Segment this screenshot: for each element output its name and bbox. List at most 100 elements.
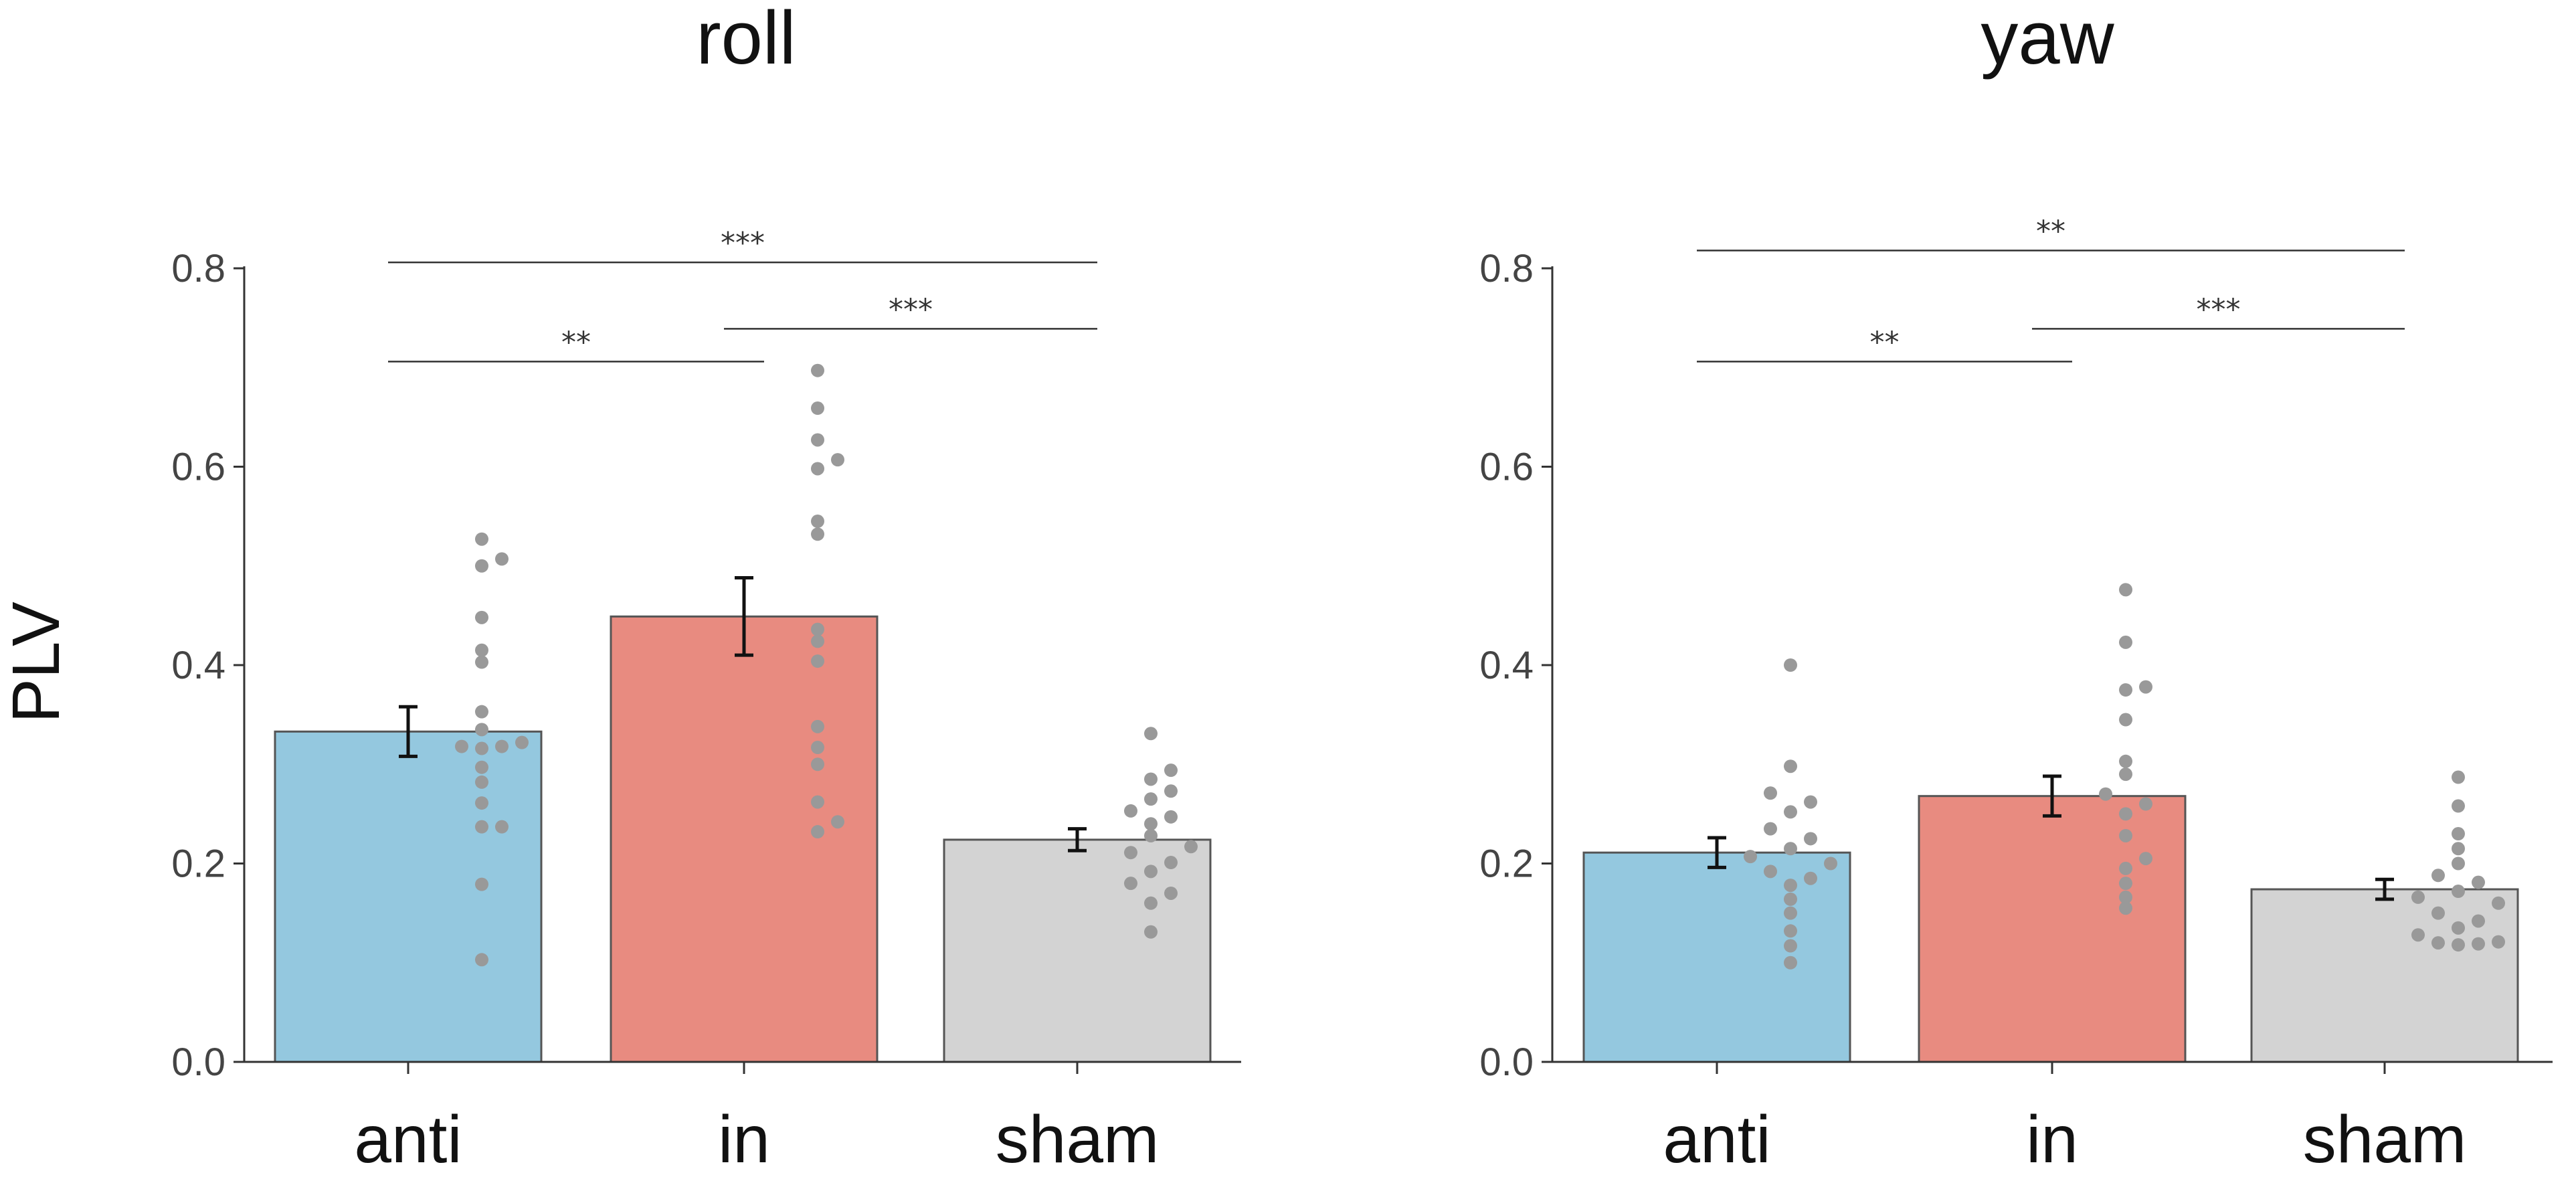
data-point-sham bbox=[1144, 925, 1158, 939]
data-point-anti bbox=[475, 723, 488, 737]
data-point-anti bbox=[1804, 832, 1817, 846]
data-point-sham bbox=[2431, 936, 2445, 950]
data-point-anti bbox=[475, 877, 488, 891]
data-point-anti bbox=[495, 552, 509, 566]
data-point-anti bbox=[475, 559, 488, 573]
data-point-anti bbox=[1784, 939, 1797, 953]
data-point-sham bbox=[1184, 840, 1198, 854]
y-tick-label: 0.0 bbox=[171, 1040, 225, 1084]
data-point-in bbox=[811, 401, 824, 416]
data-point-sham bbox=[1144, 727, 1158, 741]
data-point-anti bbox=[495, 739, 509, 753]
data-point-in bbox=[811, 515, 824, 529]
data-point-sham bbox=[1144, 864, 1158, 879]
significance-label: *** bbox=[721, 226, 765, 260]
x-tick-label-anti: anti bbox=[354, 1102, 462, 1177]
data-point-anti bbox=[475, 760, 488, 774]
data-point-in bbox=[831, 453, 844, 467]
data-point-sham bbox=[2472, 875, 2485, 889]
data-point-anti bbox=[475, 741, 488, 755]
data-point-sham bbox=[1144, 828, 1158, 842]
data-point-sham bbox=[2472, 914, 2485, 928]
data-point-sham bbox=[1144, 772, 1158, 786]
data-point-anti bbox=[455, 739, 468, 753]
data-point-in bbox=[2119, 683, 2132, 697]
data-point-anti bbox=[1784, 759, 1797, 774]
data-point-in bbox=[2119, 807, 2132, 821]
data-point-anti bbox=[475, 532, 488, 546]
data-point-sham bbox=[1124, 804, 1137, 818]
bar-in bbox=[1918, 795, 2187, 1063]
data-point-in bbox=[811, 527, 824, 541]
data-point-in bbox=[2119, 754, 2132, 768]
data-point-sham bbox=[1144, 817, 1158, 831]
x-tick-label-in: in bbox=[718, 1102, 770, 1177]
data-point-sham bbox=[2452, 842, 2465, 856]
data-point-sham bbox=[1124, 877, 1137, 891]
data-point-in bbox=[2119, 828, 2132, 842]
data-point-in bbox=[2119, 635, 2132, 649]
data-point-anti bbox=[1784, 892, 1797, 906]
data-point-anti bbox=[475, 610, 488, 624]
data-point-in bbox=[811, 622, 824, 636]
significance-label: ** bbox=[561, 325, 591, 359]
data-point-anti bbox=[475, 655, 488, 669]
y-tick-label: 0.4 bbox=[171, 644, 225, 687]
data-point-anti bbox=[495, 820, 509, 834]
data-point-anti bbox=[475, 796, 488, 810]
data-point-anti bbox=[1804, 795, 1817, 809]
data-point-anti bbox=[1804, 871, 1817, 885]
data-point-in bbox=[811, 433, 824, 447]
data-point-in bbox=[811, 825, 824, 839]
y-tick-label: 0.8 bbox=[171, 247, 225, 290]
significance-label: *** bbox=[889, 292, 933, 327]
data-point-sham bbox=[1144, 896, 1158, 910]
data-point-in bbox=[2119, 901, 2132, 915]
x-tick-label-sham: sham bbox=[2303, 1102, 2467, 1177]
data-point-anti bbox=[1784, 955, 1797, 970]
data-point-sham bbox=[2411, 890, 2425, 904]
data-point-in bbox=[811, 634, 824, 648]
data-point-sham bbox=[1164, 784, 1178, 798]
data-point-anti bbox=[475, 820, 488, 834]
bar-anti bbox=[274, 730, 543, 1063]
data-point-in bbox=[811, 363, 824, 377]
x-tick-label-sham: sham bbox=[996, 1102, 1160, 1177]
data-point-sham bbox=[2452, 770, 2465, 784]
data-point-sham bbox=[2431, 869, 2445, 883]
data-point-anti bbox=[1784, 658, 1797, 672]
data-point-sham bbox=[2492, 896, 2505, 910]
y-axis-label: PLV bbox=[0, 602, 74, 723]
y-tick-label: 0.6 bbox=[1479, 446, 1534, 489]
data-point-anti bbox=[1824, 856, 1837, 871]
data-point-in bbox=[831, 815, 844, 829]
data-point-anti bbox=[475, 775, 488, 789]
data-point-in bbox=[2099, 787, 2112, 801]
data-point-sham bbox=[2452, 799, 2465, 813]
data-point-sham bbox=[2452, 827, 2465, 841]
data-point-in bbox=[2139, 797, 2152, 811]
data-point-in bbox=[2119, 713, 2132, 727]
y-tick-label: 0.8 bbox=[1479, 247, 1534, 290]
data-point-sham bbox=[2452, 885, 2465, 899]
data-point-in bbox=[2119, 890, 2132, 904]
data-point-sham bbox=[2472, 937, 2485, 951]
data-point-in bbox=[2119, 583, 2132, 597]
chart-title: roll bbox=[696, 0, 796, 80]
data-point-anti bbox=[475, 643, 488, 657]
data-point-sham bbox=[1144, 792, 1158, 806]
data-point-anti bbox=[1764, 786, 1777, 800]
significance-label: ** bbox=[1870, 325, 1900, 359]
y-tick-label: 0.6 bbox=[171, 446, 225, 489]
data-point-anti bbox=[1784, 906, 1797, 920]
data-point-anti bbox=[475, 705, 488, 719]
y-tick-label: 0.2 bbox=[1479, 842, 1534, 886]
data-point-in bbox=[811, 757, 824, 771]
x-tick-label-in: in bbox=[2026, 1102, 2078, 1177]
significance-label: *** bbox=[2197, 292, 2241, 327]
data-point-in bbox=[2119, 861, 2132, 875]
data-point-anti bbox=[1784, 805, 1797, 819]
data-point-in bbox=[2139, 680, 2152, 694]
